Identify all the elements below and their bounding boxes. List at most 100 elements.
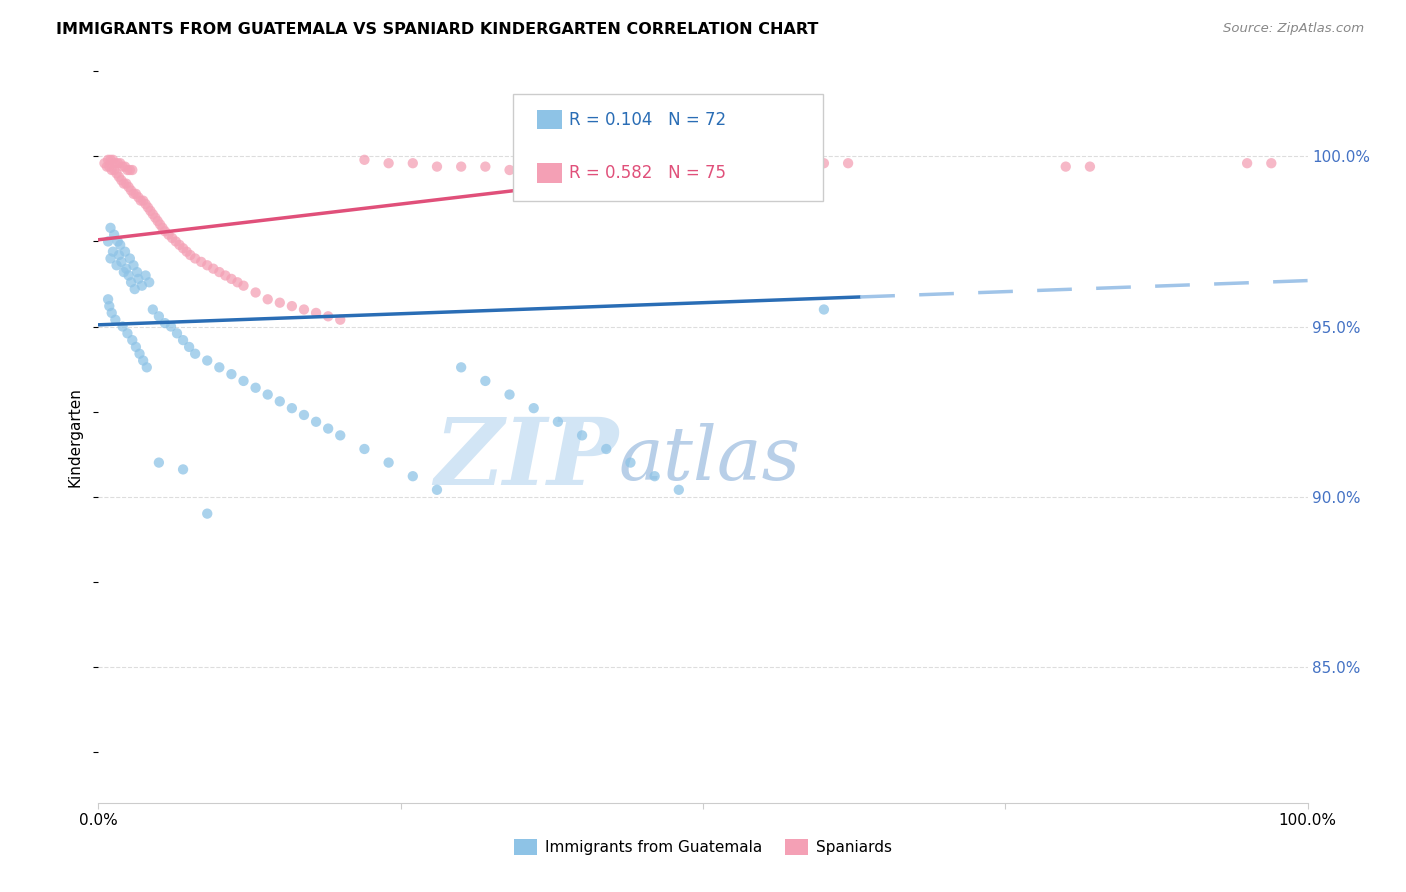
Text: atlas: atlas [619,423,800,495]
Point [98,299,121,313]
Point [132,194,155,208]
Text: R = 0.582   N = 75: R = 0.582 N = 75 [569,164,727,182]
Point [202,261,225,276]
Point [149,218,172,232]
Point [139,203,162,218]
Point [1054,160,1077,174]
Point [195,258,218,272]
Point [179,340,201,354]
Point [316,421,339,435]
Point [316,310,339,324]
Point [281,401,304,416]
Point [523,401,546,416]
Point [108,169,131,184]
Point [152,220,174,235]
Point [292,302,315,317]
Point [108,156,131,170]
Point [97,293,120,307]
Point [100,220,122,235]
Point [571,428,593,442]
Point [103,163,125,178]
Point [305,306,328,320]
Point [547,415,569,429]
Point [125,186,148,201]
Point [142,207,165,221]
Point [108,248,131,262]
Point [146,214,169,228]
Point [474,160,496,174]
Point [169,238,191,252]
Point [232,278,254,293]
Point [96,160,118,174]
Point [111,160,134,174]
Point [118,268,141,283]
Point [281,299,304,313]
Point [112,177,135,191]
Point [813,156,835,170]
Point [195,353,218,368]
Point [269,295,291,310]
Point [110,173,132,187]
Point [166,326,188,341]
Point [117,326,139,341]
Point [122,186,145,201]
Point [131,278,153,293]
Point [105,258,128,272]
Point [426,483,449,497]
Point [426,160,449,174]
Point [127,190,149,204]
Point [179,248,201,262]
Point [153,224,176,238]
Point [115,177,138,191]
Point [107,156,129,170]
Point [450,360,472,375]
Point [111,319,134,334]
Text: ZIP: ZIP [434,414,619,504]
Point [208,360,231,375]
Point [450,160,472,174]
Point [256,387,278,401]
Point [619,456,641,470]
Text: R = 0.104   N = 72: R = 0.104 N = 72 [569,111,727,128]
Point [125,340,148,354]
Point [1078,160,1101,174]
Point [104,312,127,326]
Point [127,265,149,279]
Point [329,428,352,442]
Point [269,394,291,409]
Point [1236,156,1258,170]
Point [104,156,127,170]
Point [176,244,198,259]
Point [121,333,143,347]
Point [112,265,135,279]
Point [100,163,122,178]
Point [498,163,520,178]
Point [402,156,425,170]
Point [121,163,143,178]
Point [98,160,121,174]
Point [153,316,176,330]
Point [226,275,249,289]
Point [353,442,375,456]
Point [128,347,150,361]
Point [124,282,146,296]
Point [377,456,399,470]
Point [110,255,132,269]
Point [172,241,194,255]
Point [256,293,278,307]
Point [190,255,212,269]
Point [221,367,243,381]
Point [292,408,315,422]
Point [160,319,183,334]
Point [101,153,124,167]
Point [136,201,159,215]
Text: Source: ZipAtlas.com: Source: ZipAtlas.com [1223,22,1364,36]
Point [232,374,254,388]
Point [402,469,425,483]
Point [305,415,328,429]
Point [100,306,122,320]
Point [172,333,194,347]
Point [165,235,187,249]
Point [115,261,138,276]
Point [474,374,496,388]
